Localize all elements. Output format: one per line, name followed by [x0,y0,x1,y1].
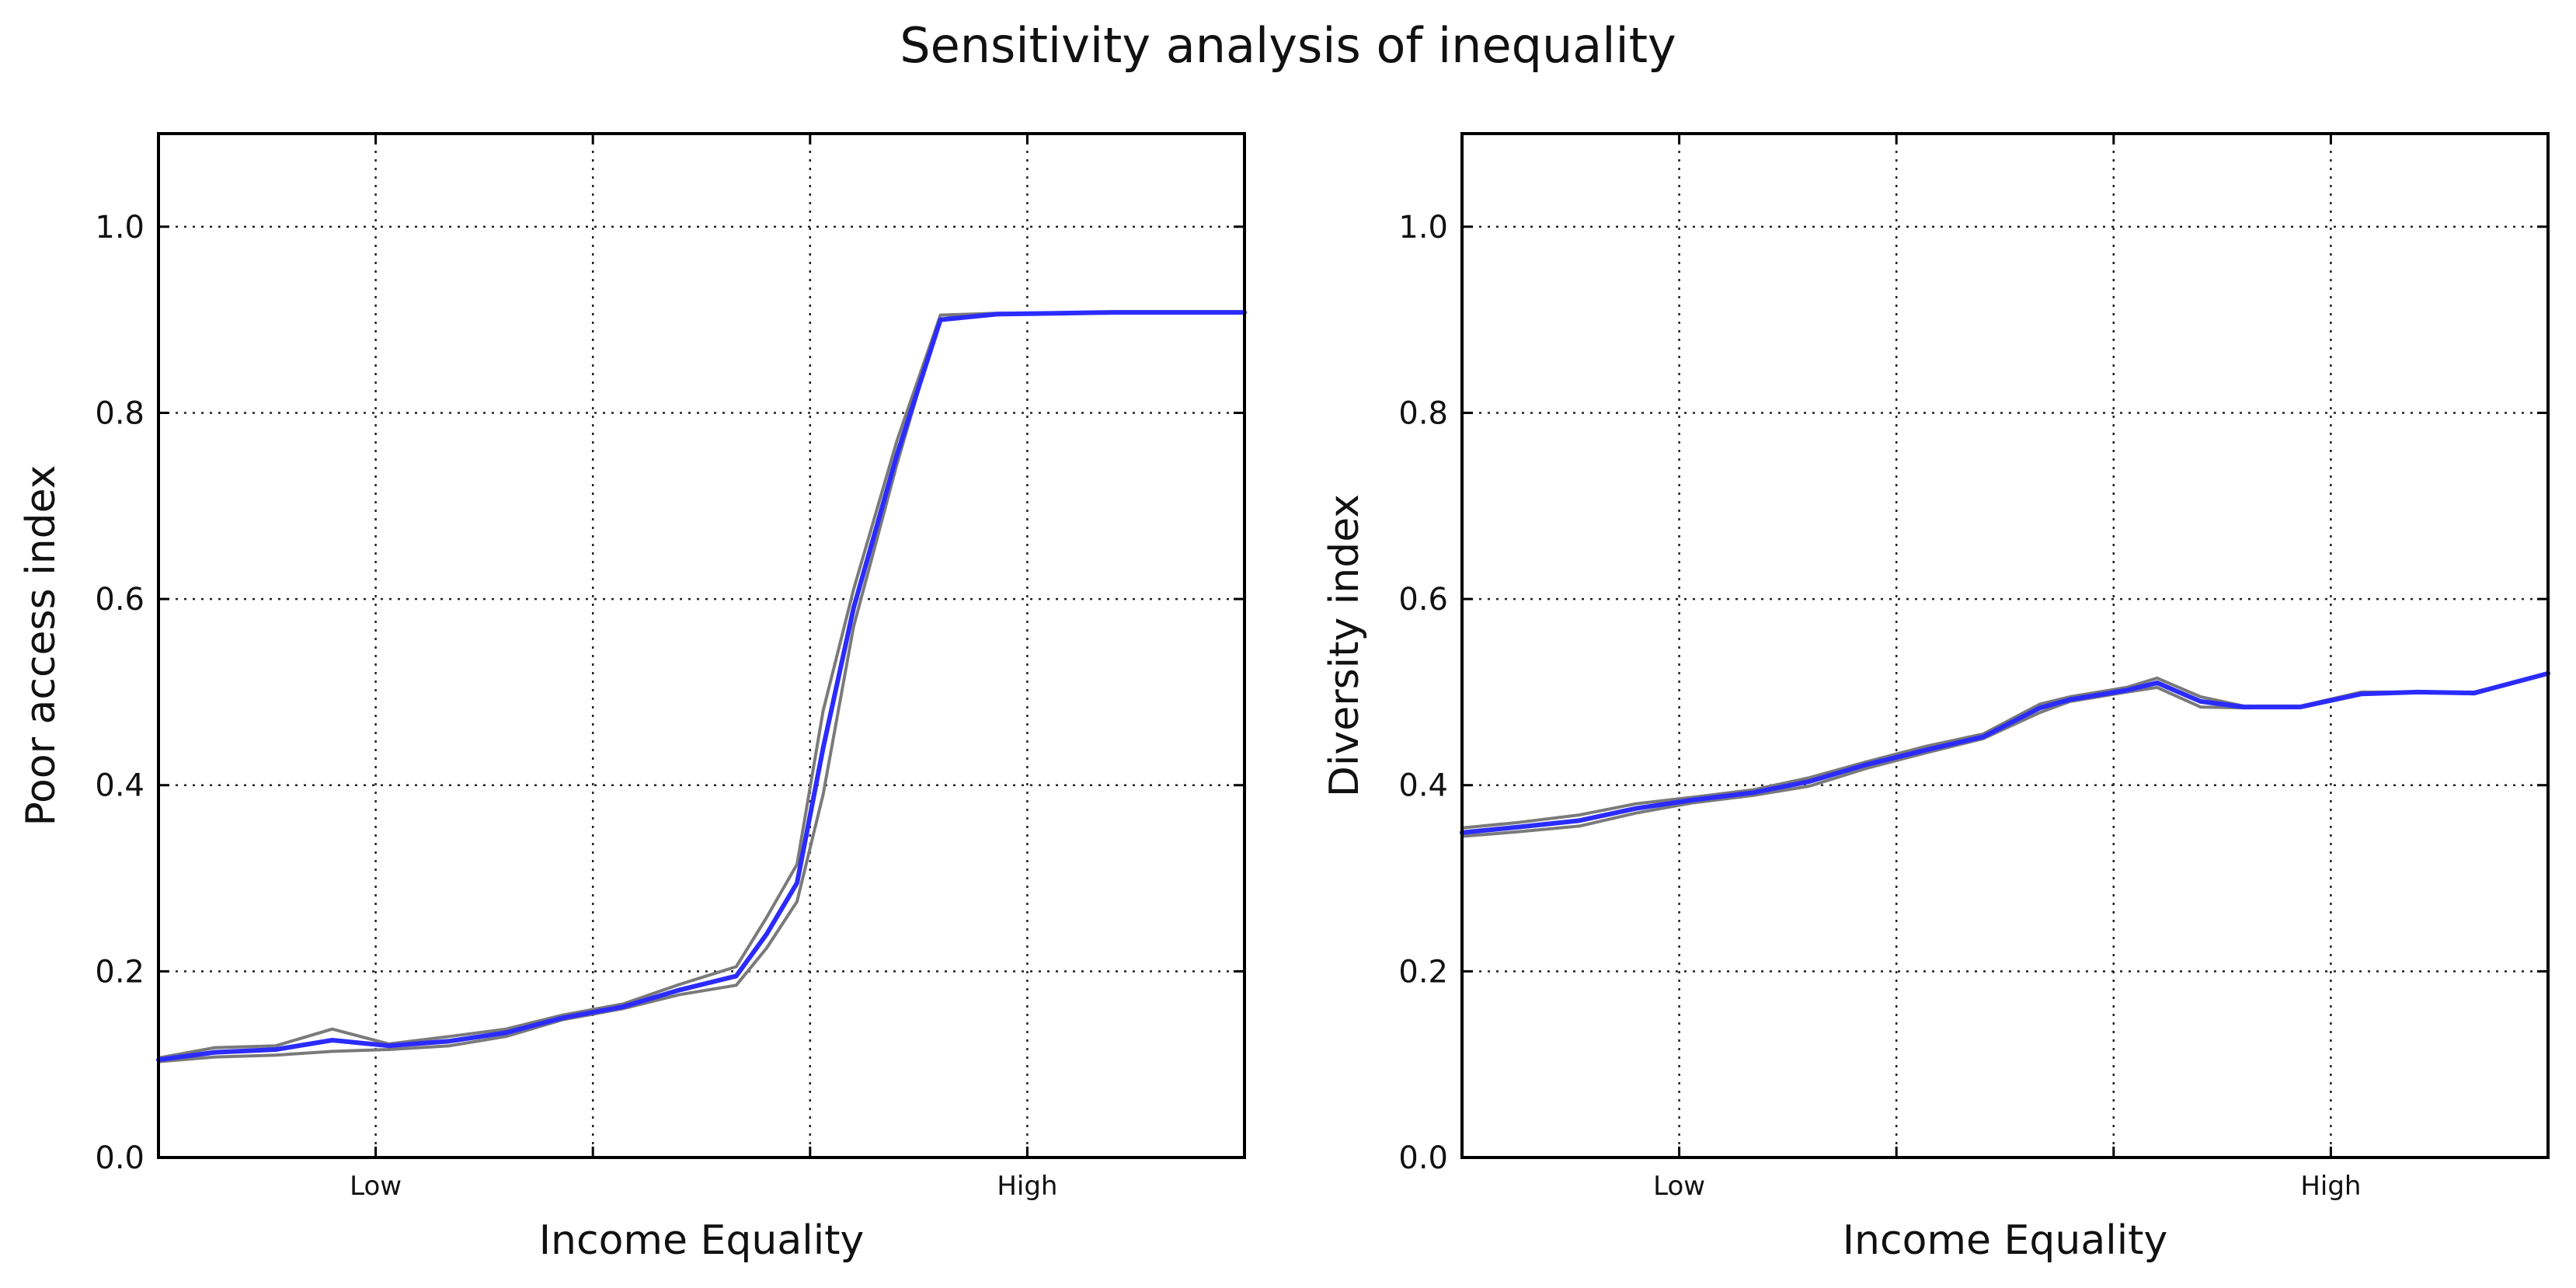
right-series-upper-bound [1460,671,2550,830]
right-series-mean [1460,670,2550,835]
left-ytick-label-0: 0.0 [95,1140,144,1176]
left-y-axis-title: Poor access index [18,465,64,826]
right-ytick-label-0: 0.0 [1398,1140,1448,1176]
right-y-axis-title: Diversity index [1321,494,1368,797]
right-ytick-label-1: 0.2 [1398,954,1448,990]
right-xtick-label-high: High [2300,1171,2361,1202]
right-ytick-label-2: 0.4 [1398,768,1448,804]
left-series-upper-bound [157,311,1246,1060]
left-x-axis-title: Income Equality [539,1217,865,1264]
figure-title: Sensitivity analysis of inequality [900,17,1676,74]
left-ytick-label-3: 0.6 [95,582,144,618]
right-ytick-label-3: 0.6 [1398,582,1448,618]
left-chart-panel: 0.0 0.2 0.4 0.6 0.8 1.0 Low High Income Equality… [18,132,1247,1264]
right-xtick-label-low: Low [1653,1171,1705,1202]
left-series-lower-bound [157,311,1246,1063]
left-plot-frame [157,132,1246,1159]
left-xtick-label-low: Low [350,1171,402,1202]
left-xtick-label-high: High [997,1171,1057,1202]
right-ytick-label-5: 1.0 [1398,210,1448,245]
right-chart-panel: 0.0 0.2 0.4 0.6 0.8 1.0 Low High Income Equality… [1321,132,2550,1264]
left-ytick-label-4: 0.8 [95,395,144,431]
left-ytick-label-2: 0.4 [95,768,144,804]
left-series-mean [156,310,1247,1063]
left-ytick-label-5: 1.0 [95,210,144,245]
right-ytick-label-4: 0.8 [1398,395,1448,431]
right-x-axis-title: Income Equality [1843,1217,2168,1264]
right-plot-frame [1460,132,2550,1159]
left-ytick-label-1: 0.2 [95,954,144,990]
